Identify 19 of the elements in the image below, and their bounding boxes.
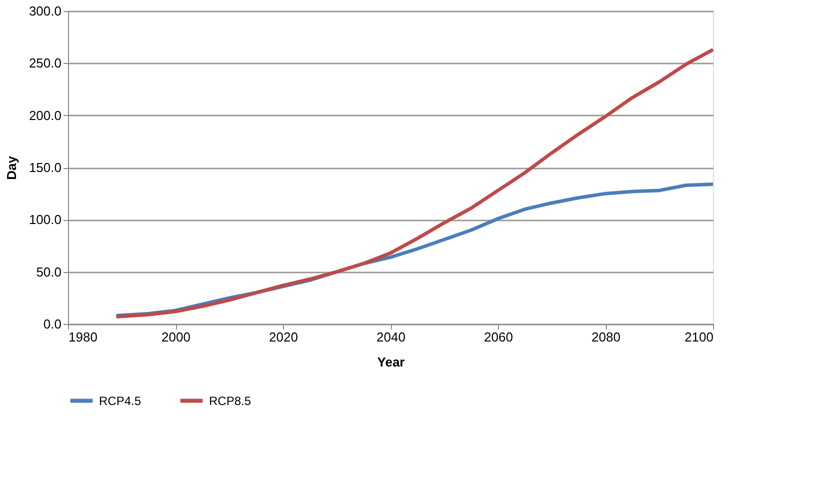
x-tick-label: 2060 (484, 330, 513, 344)
y-tick-label: 0.0 (43, 316, 62, 332)
y-tick-label: 250.0 (28, 56, 62, 71)
x-tick-label: 2080 (592, 330, 620, 344)
x-tick-label: 2020 (269, 330, 298, 344)
x-tick-label: 1980 (68, 330, 98, 344)
y-tick-label: 50.0 (36, 264, 62, 280)
x-axis-title: Year (377, 354, 405, 370)
legend-label: RCP4.5 (99, 394, 142, 408)
x-tick-label: 2040 (376, 330, 406, 344)
y-tick-label: 300.0 (28, 4, 62, 18)
x-tick-label: 2100 (684, 330, 714, 344)
legend-label: RCP8.5 (209, 394, 252, 408)
y-tick-label: 150.0 (28, 160, 62, 175)
x-tick-label: 2000 (162, 330, 190, 344)
line-series (114, 48, 715, 318)
y-tick-label: 200.0 (28, 108, 62, 123)
y-axis-title: Day (4, 155, 19, 180)
y-tick-label: 100.0 (28, 212, 62, 228)
